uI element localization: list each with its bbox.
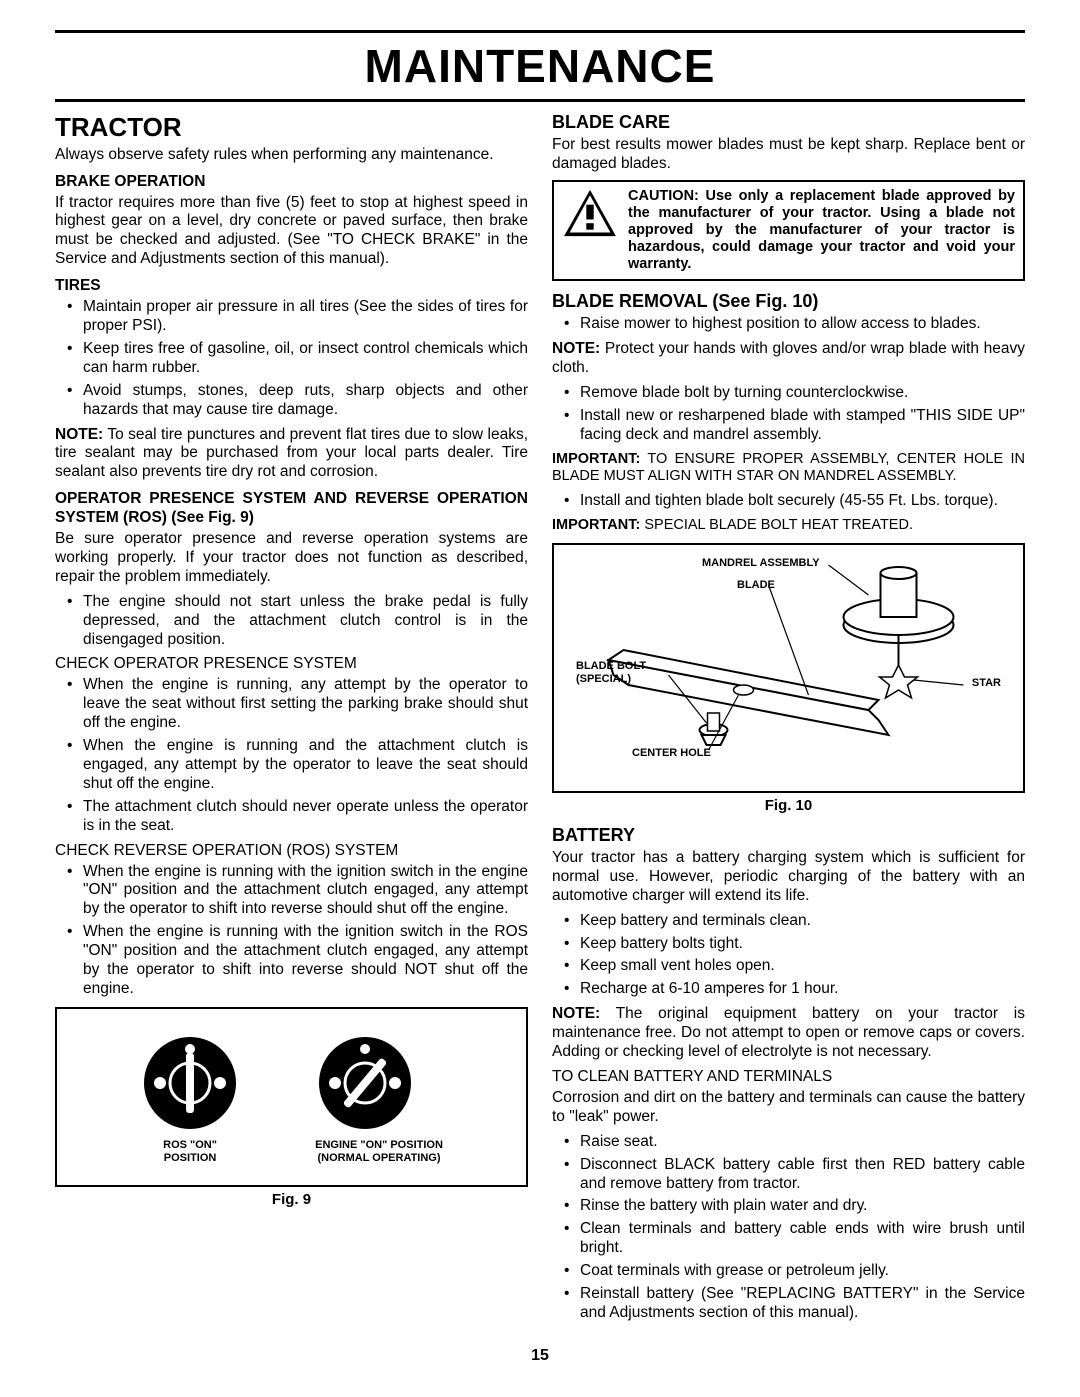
list-item: Coat terminals with grease or petroleum … — [552, 1262, 1025, 1281]
engine-dial-label: ENGINE "ON" POSITION (NORMAL OPERATING) — [315, 1139, 443, 1164]
warning-triangle-icon — [562, 188, 618, 238]
battery-note: NOTE: The original equipment battery on … — [552, 1005, 1025, 1062]
list-item: Disconnect BLACK battery cable first the… — [552, 1156, 1025, 1194]
list-item: The engine should not start unless the b… — [55, 593, 528, 650]
tractor-intro: Always observe safety rules when perform… — [55, 146, 528, 165]
figure-10-box: MANDREL ASSEMBLY BLADE BLADE BOLT (SPECI… — [552, 543, 1025, 793]
list-item: When the engine is running with the igni… — [55, 923, 528, 999]
clean-text: Corrosion and dirt on the battery and te… — [552, 1089, 1025, 1127]
list-item: When the engine is running with the igni… — [55, 863, 528, 920]
clean-heading: TO CLEAN BATTERY AND TERMINALS — [552, 1068, 1025, 1087]
list-item: Keep tires free of gasoline, oil, or ins… — [55, 340, 528, 378]
tires-note: NOTE: To seal tire punctures and prevent… — [55, 426, 528, 483]
removal-list-1: Raise mower to highest position to allow… — [552, 315, 1025, 334]
check-ops-heading: CHECK OPERATOR PRESENCE SYSTEM — [55, 655, 528, 674]
ignition-dial-icon — [315, 1033, 415, 1133]
list-item: Keep battery and terminals clean. — [552, 912, 1025, 931]
ignition-dial-icon — [140, 1033, 240, 1133]
tires-heading: TIRES — [55, 277, 528, 296]
page-number: 15 — [55, 1347, 1025, 1365]
fig10-caption: Fig. 10 — [552, 797, 1025, 815]
list-item: Keep battery bolts tight. — [552, 935, 1025, 954]
list-item: Reinstall battery (See "REPLACING BATTER… — [552, 1285, 1025, 1323]
list-item: When the engine is running, any attempt … — [55, 676, 528, 733]
list-item: Raise seat. — [552, 1133, 1025, 1152]
brake-text: If tractor requires more than five (5) f… — [55, 194, 528, 270]
tractor-heading: TRACTOR — [55, 112, 528, 144]
engine-dial: ENGINE "ON" POSITION (NORMAL OPERATING) — [315, 1033, 443, 1164]
battery-list: Keep battery and terminals clean. Keep b… — [552, 912, 1025, 1000]
label-blade: BLADE — [737, 579, 775, 592]
caution-text: CAUTION: Use only a replacement blade ap… — [628, 188, 1015, 274]
important-1: IMPORTANT: TO ENSURE PROPER ASSEMBLY, CE… — [552, 451, 1025, 486]
list-item: The attachment clutch should never opera… — [55, 798, 528, 836]
list-item: Raise mower to highest position to allow… — [552, 315, 1025, 334]
blade-care-text: For best results mower blades must be ke… — [552, 136, 1025, 174]
ros-dial-label: ROS "ON" POSITION — [140, 1139, 240, 1164]
battery-text: Your tractor has a battery charging syst… — [552, 849, 1025, 906]
list-item: Maintain proper air pressure in all tire… — [55, 298, 528, 336]
list-item: Rinse the battery with plain water and d… — [552, 1197, 1025, 1216]
ros-list: When the engine is running with the igni… — [55, 863, 528, 999]
list-item: Install new or resharpened blade with st… — [552, 407, 1025, 445]
under-rule — [55, 99, 1025, 102]
label-bolt: BLADE BOLT (SPECIAL) — [576, 660, 646, 687]
ops-list-1: The engine should not start unless the b… — [55, 593, 528, 650]
right-column: BLADE CARE For best results mower blades… — [552, 112, 1025, 1329]
list-item: Recharge at 6-10 amperes for 1 hour. — [552, 980, 1025, 999]
important-2: IMPORTANT: SPECIAL BLADE BOLT HEAT TREAT… — [552, 517, 1025, 535]
removal-list-2: Remove blade bolt by turning countercloc… — [552, 384, 1025, 445]
ops-heading: OPERATOR PRESENCE SYSTEM AND REVERSE OPE… — [55, 490, 528, 528]
removal-note: NOTE: Protect your hands with gloves and… — [552, 340, 1025, 378]
blade-removal-heading: BLADE REMOVAL (See Fig. 10) — [552, 291, 1025, 313]
list-item: When the engine is running and the attac… — [55, 737, 528, 794]
main-title: MAINTENANCE — [55, 35, 1025, 99]
label-center: CENTER HOLE — [632, 747, 711, 760]
list-item: Keep small vent holes open. — [552, 957, 1025, 976]
brake-heading: BRAKE OPERATION — [55, 173, 528, 192]
label-mandrel: MANDREL ASSEMBLY — [702, 557, 820, 570]
fig9-caption: Fig. 9 — [55, 1191, 528, 1209]
list-item: Remove blade bolt by turning countercloc… — [552, 384, 1025, 403]
clean-list: Raise seat. Disconnect BLACK battery cab… — [552, 1133, 1025, 1323]
battery-heading: BATTERY — [552, 825, 1025, 847]
caution-box: CAUTION: Use only a replacement blade ap… — [552, 180, 1025, 282]
top-rule — [55, 30, 1025, 33]
ops-text: Be sure operator presence and reverse op… — [55, 530, 528, 587]
removal-list-3: Install and tighten blade bolt securely … — [552, 492, 1025, 511]
label-star: STAR — [972, 677, 1001, 690]
ops-list-2: When the engine is running, any attempt … — [55, 676, 528, 835]
list-item: Clean terminals and battery cable ends w… — [552, 1220, 1025, 1258]
list-item: Avoid stumps, stones, deep ruts, sharp o… — [55, 382, 528, 420]
figure-9-box: ROS "ON" POSITION ENGINE "ON" POSITION (… — [55, 1007, 528, 1187]
list-item: Install and tighten blade bolt securely … — [552, 492, 1025, 511]
left-column: TRACTOR Always observe safety rules when… — [55, 112, 528, 1329]
content-columns: TRACTOR Always observe safety rules when… — [55, 112, 1025, 1329]
tires-list: Maintain proper air pressure in all tire… — [55, 298, 528, 419]
ros-dial: ROS "ON" POSITION — [140, 1033, 240, 1164]
blade-care-heading: BLADE CARE — [552, 112, 1025, 134]
check-ros-heading: CHECK REVERSE OPERATION (ROS) SYSTEM — [55, 842, 528, 861]
